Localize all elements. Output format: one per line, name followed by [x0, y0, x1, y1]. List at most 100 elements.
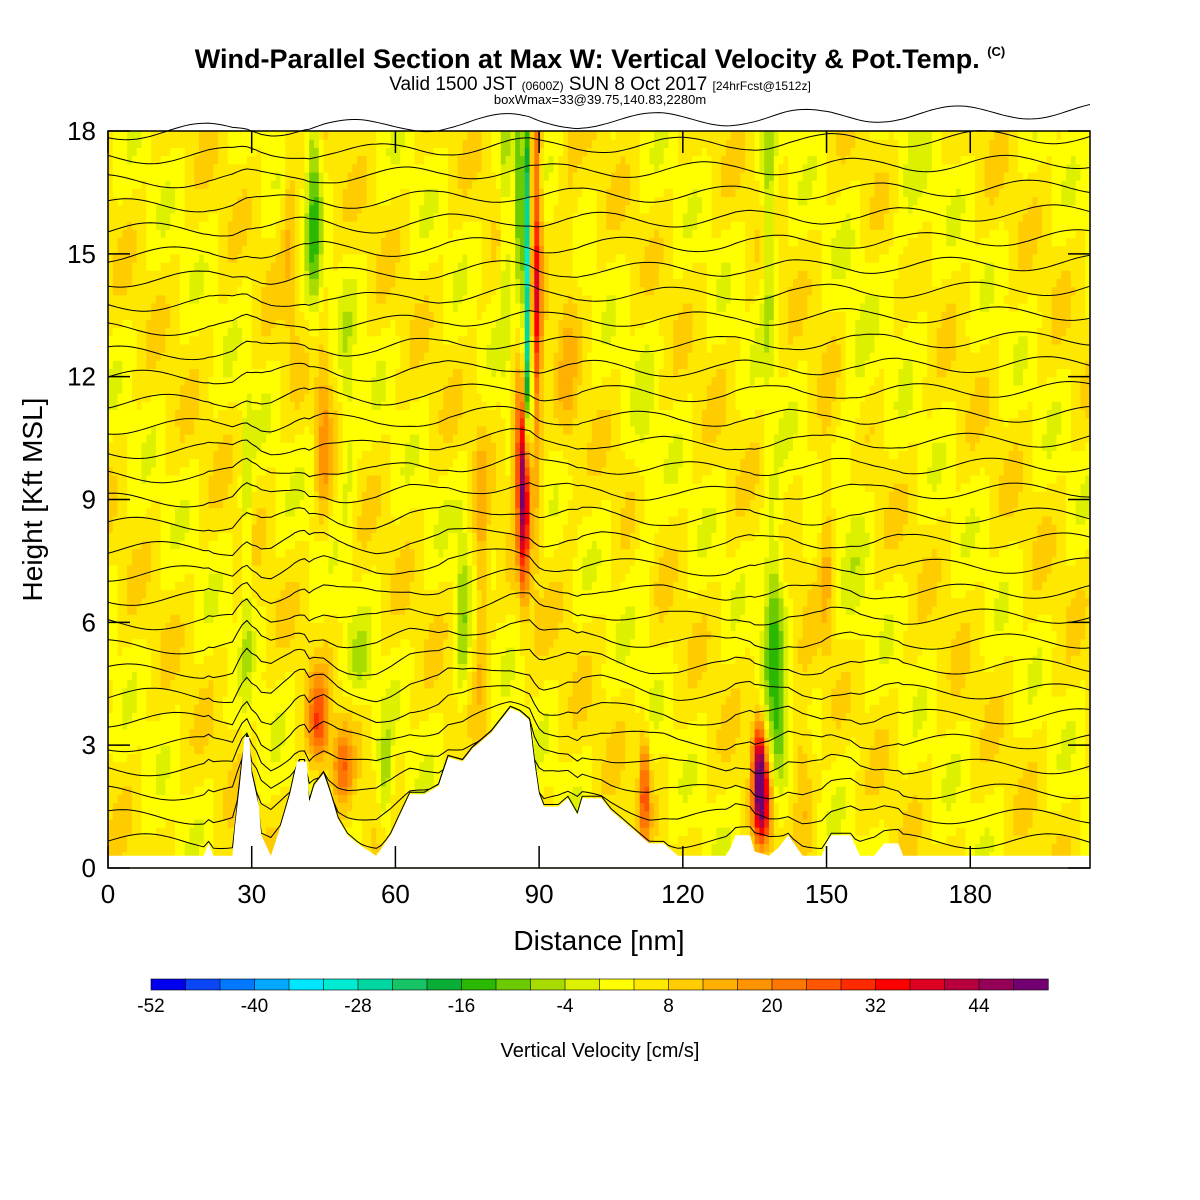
- field-cell: [194, 360, 200, 370]
- field-cell: [371, 736, 377, 746]
- field-cell: [127, 262, 133, 271]
- field-cell: [266, 630, 272, 640]
- field-cell: [357, 515, 363, 525]
- field-cell: [280, 155, 286, 165]
- field-cell: [261, 237, 267, 247]
- field-cell: [213, 548, 219, 558]
- field-cell: [108, 425, 114, 435]
- field-cell: [127, 180, 133, 189]
- field-cell: [357, 761, 363, 771]
- field-cell: [131, 196, 138, 206]
- field-cell: [246, 278, 253, 288]
- field-cell: [337, 409, 344, 419]
- field-cell: [323, 630, 329, 640]
- field-cell: [299, 573, 305, 582]
- field-cell: [136, 204, 143, 214]
- field-cell: [213, 696, 219, 705]
- field-cell: [323, 384, 329, 394]
- field-cell: [175, 597, 181, 607]
- field-cell: [189, 188, 195, 198]
- field-cell: [155, 622, 162, 632]
- field-cell: [285, 687, 291, 697]
- field-cell: [175, 466, 181, 476]
- field-cell: [222, 540, 229, 550]
- field-cell: [155, 393, 162, 402]
- field-cell: [299, 204, 305, 214]
- field-cell: [352, 704, 358, 714]
- field-cell: [222, 196, 229, 206]
- field-cell: [203, 810, 210, 820]
- field-cell: [117, 376, 123, 386]
- field-cell: [299, 139, 305, 148]
- field-cell: [146, 532, 152, 542]
- field-cell: [299, 458, 305, 468]
- field-cell: [189, 827, 195, 836]
- field-cell: [218, 311, 224, 320]
- field-cell: [357, 646, 363, 656]
- field-cell: [266, 368, 272, 378]
- field-cell: [194, 622, 200, 632]
- field-cell: [323, 311, 329, 320]
- field-cell: [194, 352, 200, 361]
- field-cell: [275, 573, 282, 582]
- field-cell: [337, 720, 344, 730]
- field-cell: [290, 368, 296, 378]
- field-cell: [122, 196, 128, 206]
- field-cell: [266, 655, 272, 664]
- field-cell: [189, 311, 195, 320]
- field-cell: [357, 655, 363, 664]
- field-cell: [184, 237, 191, 247]
- field-cell: [170, 245, 176, 255]
- field-cell: [127, 270, 133, 279]
- field-cell: [175, 573, 181, 582]
- field-cell: [246, 573, 253, 582]
- field-cell: [275, 343, 282, 353]
- field-cell: [342, 532, 349, 542]
- field-cell: [366, 499, 373, 509]
- field-cell: [357, 638, 363, 648]
- field-cell: [266, 171, 272, 181]
- field-cell: [299, 491, 305, 501]
- field-cell: [165, 827, 171, 836]
- field-cell: [117, 450, 123, 460]
- field-cell: [309, 343, 315, 353]
- field-cell: [208, 360, 214, 370]
- field-cell: [127, 614, 133, 623]
- field-cell: [213, 761, 219, 771]
- field-cell: [136, 302, 143, 312]
- field-cell: [232, 237, 238, 247]
- field-cell: [203, 384, 210, 394]
- field-cell: [366, 655, 373, 664]
- field-cell: [342, 196, 349, 206]
- field-cell: [333, 614, 339, 623]
- field-cell: [280, 663, 286, 673]
- field-cell: [256, 556, 262, 566]
- field-cell: [194, 368, 200, 378]
- field-cell: [122, 319, 128, 329]
- field-cell: [155, 180, 162, 189]
- field-cell: [309, 131, 315, 140]
- field-cell: [242, 704, 248, 714]
- field-cell: [342, 687, 349, 697]
- field-cell: [266, 335, 272, 345]
- field-cell: [237, 237, 243, 247]
- field-cell: [136, 507, 143, 517]
- field-cell: [184, 556, 191, 566]
- field-cell: [323, 589, 329, 599]
- field-cell: [323, 466, 329, 476]
- field-cell: [199, 327, 205, 337]
- field-cell: [184, 171, 191, 181]
- field-cell: [290, 499, 296, 509]
- field-cell: [323, 401, 329, 411]
- field-cell: [261, 376, 267, 386]
- field-cell: [337, 327, 344, 337]
- field-cell: [261, 450, 267, 460]
- field-cell: [352, 302, 358, 312]
- field-cell: [141, 802, 147, 812]
- field-cell: [280, 671, 286, 681]
- field-cell: [127, 810, 133, 820]
- field-cell: [361, 147, 368, 157]
- field-cell: [184, 573, 191, 582]
- field-cell: [357, 777, 363, 787]
- field-cell: [242, 286, 248, 296]
